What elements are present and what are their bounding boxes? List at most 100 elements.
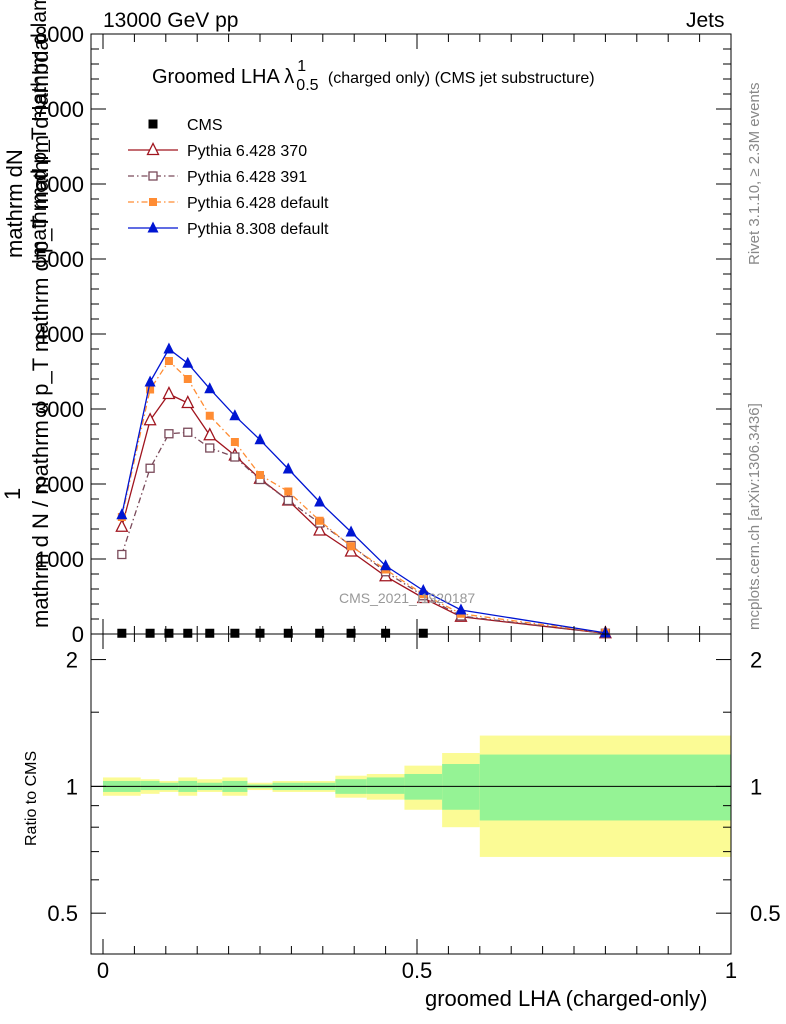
data-point-py391: [205, 443, 215, 453]
plot-title-sup: 1: [297, 58, 307, 75]
y-axis-label-right-denominator: mathrm d p_T mathrm d lambda: [28, 0, 51, 258]
side-label-mcplots: mcplots.cern.ch [arXiv:1306.3436]: [746, 403, 763, 630]
data-point-py6def: [256, 471, 264, 479]
data-point-cms: [164, 628, 174, 638]
ratio-y-tick-label: 1: [66, 774, 78, 799]
plot-title-lambda: λ 1 0.5: [284, 58, 319, 94]
ratio-y-tick-label: 2: [66, 648, 78, 673]
ratio-band-inner: [366, 777, 405, 794]
data-point-py370: [203, 427, 217, 441]
data-point-py391: [283, 495, 293, 506]
y-axis-label-numerator: 1: [0, 487, 25, 500]
legend-label-py391: Pythia 6.428 391: [187, 169, 307, 186]
y-tick-label: 8000: [35, 22, 84, 47]
data-point-py6def: [146, 385, 155, 394]
ratio-frame: [90, 633, 732, 955]
legend-label-cms: CMS: [187, 117, 223, 134]
data-point-py6def: [347, 542, 356, 551]
x-tick-label: 0: [97, 958, 109, 983]
data-point-py370: [162, 386, 176, 400]
data-point-py8def: [282, 462, 294, 474]
ratio-bands: [103, 735, 731, 857]
data-point-py8def: [229, 409, 241, 421]
data-point-cms: [315, 628, 325, 638]
ratio-y-tick-label-right: 2: [750, 648, 762, 673]
data-point-cms: [283, 628, 293, 638]
data-point-py8def: [345, 525, 357, 537]
data-point-cms: [145, 628, 155, 638]
plot-title-prefix: Groomed LHA: [152, 66, 279, 88]
plot-title-sub: 0.5: [296, 77, 319, 94]
legend-marker-py370: [146, 142, 160, 156]
data-point-cms: [346, 628, 356, 638]
data-point-py391: [183, 427, 193, 437]
y-tick-label: 2000: [35, 472, 84, 497]
x-tick-label: 0.5: [402, 958, 433, 983]
ratio-y-tick-label: 0.5: [47, 901, 78, 926]
series-layer: [115, 342, 612, 639]
ratio-y-tick-label-right: 1: [750, 774, 762, 799]
data-point-cms: [183, 628, 193, 638]
data-point-py8def: [163, 342, 175, 354]
legend-marker-py8def: [147, 221, 159, 233]
data-point-py8def: [204, 382, 216, 394]
y-tick-label: 3000: [35, 397, 84, 422]
y-axis-label-right-numerator: mathrm dN: [2, 149, 27, 258]
data-point-py370: [143, 412, 157, 426]
data-point-py6def: [284, 487, 293, 496]
data-point-py8def: [254, 433, 266, 445]
data-point-cms: [418, 628, 428, 638]
header-left: 13000 GeV pp: [103, 9, 239, 32]
y-tick-label: 4000: [35, 322, 84, 347]
legend-label-py6def: Pythia 6.428 default: [187, 195, 329, 212]
data-point-py8def: [455, 603, 467, 615]
header-right: Jets: [686, 9, 725, 32]
ratio-band-inner: [442, 764, 480, 810]
data-point-py8def: [380, 559, 392, 571]
data-point-py6def: [230, 438, 239, 446]
axes: 0 1000 2000 3000 4000 5000 6000 7000 8000 0 0.5 1 0.…: [35, 22, 781, 983]
data-point-py391: [164, 429, 174, 439]
watermark: CMS_2021_I1920187: [339, 590, 476, 606]
legend-marker-py6def: [149, 198, 157, 206]
legend-marker-py391: [148, 171, 158, 181]
data-point-py370: [181, 395, 195, 409]
x-tick-label: 1: [725, 958, 737, 983]
data-point-py6def: [164, 357, 173, 365]
data-point-py8def: [314, 495, 326, 507]
ratio-y-axis-label: Ratio to CMS: [23, 750, 40, 846]
data-point-py8def: [417, 584, 429, 595]
side-label-rivet: Rivet 3.1.10, ≥ 2.3M events: [746, 82, 763, 266]
x-axis-label: groomed LHA (charged-only): [425, 986, 708, 1011]
data-point-py6def: [183, 375, 192, 383]
data-point-cms: [230, 628, 240, 638]
data-point-py6def: [315, 516, 324, 525]
data-point-py6def: [205, 411, 214, 420]
data-point-py370: [115, 518, 129, 532]
legend-label-py370: Pythia 6.428 370: [187, 143, 307, 160]
data-point-cms: [117, 628, 127, 638]
data-point-cms: [205, 628, 215, 638]
y-tick-label: 0: [72, 622, 84, 647]
legend-label-py8def: Pythia 8.308 default: [187, 221, 329, 238]
plot-title: Groomed LHA λ 1 0.5 (charged only) (CMS je…: [152, 58, 595, 94]
ratio-y-tick-label-right: 0.5: [750, 901, 781, 926]
data-point-py8def: [182, 356, 194, 368]
data-point-py370: [344, 543, 358, 557]
data-point-py370: [313, 522, 327, 536]
plot-title-suffix: (charged only) (CMS jet substructure): [327, 70, 595, 87]
data-point-py391: [230, 452, 240, 462]
y-tick-label: 7000: [35, 97, 84, 122]
y-tick-label: 1000: [35, 547, 84, 572]
ratio-band-inner: [479, 754, 731, 821]
y-tick-label: 5000: [35, 247, 84, 272]
series-line-py6def: [121, 359, 606, 634]
data-point-py8def: [116, 508, 128, 520]
data-point-py391: [145, 463, 155, 473]
y-tick-label: 6000: [35, 172, 84, 197]
data-point-py391: [117, 549, 127, 560]
ratio-band-inner: [140, 780, 160, 791]
legend: CMS Pythia 6.428 370 Pythia 6.428 391 Pythi…: [128, 117, 329, 238]
legend-marker-cms: [148, 119, 158, 129]
